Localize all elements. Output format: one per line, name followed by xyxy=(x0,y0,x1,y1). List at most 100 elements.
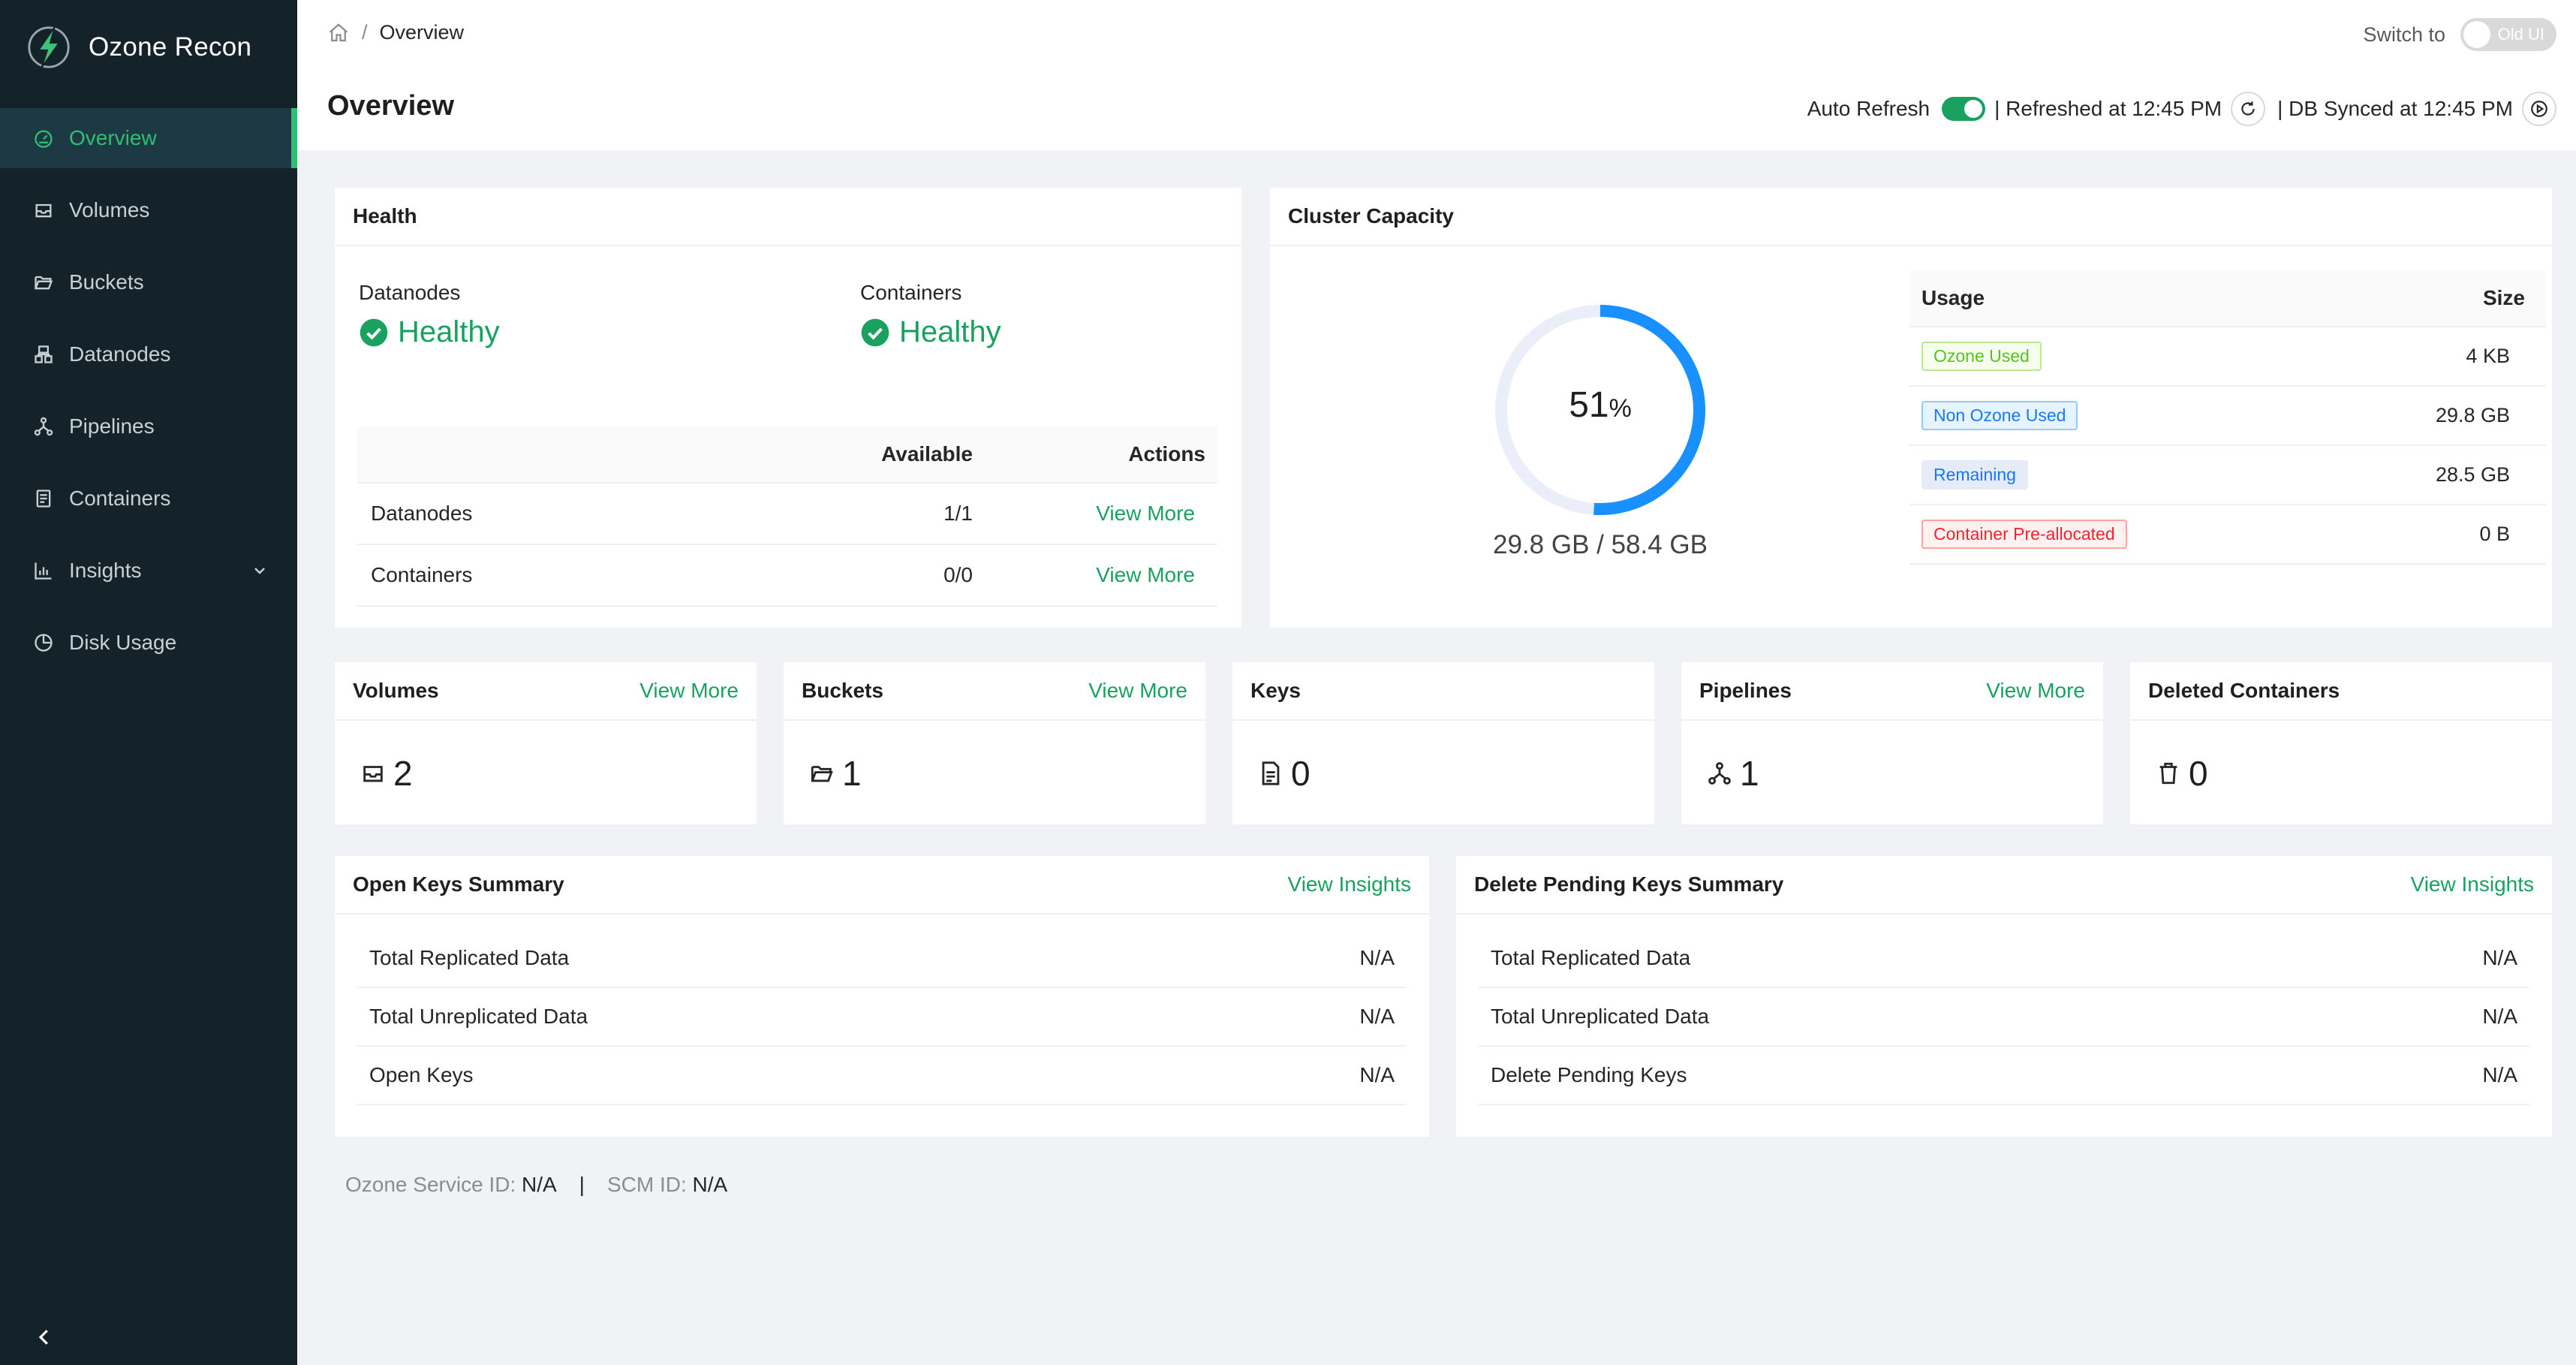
stat-value: 0 xyxy=(1291,754,1311,793)
file-text-icon xyxy=(1262,761,1280,785)
health-card: Health Datanodes Healthy Containers Heal… xyxy=(335,188,1241,628)
sidebar-item-label: Overview xyxy=(69,126,157,149)
deleted-containers-card: Deleted Containers 0 xyxy=(2130,662,2552,824)
sidebar-item-label: Disk Usage xyxy=(69,631,177,654)
sidebar-item-disk-usage[interactable]: Disk Usage xyxy=(0,613,297,673)
folder-open-icon xyxy=(33,272,54,293)
home-icon[interactable] xyxy=(327,22,350,44)
service-ids: Ozone Service ID: N/A | SCM ID: N/A xyxy=(345,1173,727,1197)
sidebar-item-datanodes[interactable]: Datanodes xyxy=(0,324,297,384)
ids-separator: | xyxy=(579,1173,585,1196)
datanodes-status: Healthy xyxy=(359,315,500,349)
sidebar-item-label: Insights xyxy=(69,559,142,582)
chevron-down-icon[interactable] xyxy=(251,562,269,580)
breadcrumb: / Overview xyxy=(327,21,464,44)
table-row: Datanodes 1/1 View More xyxy=(357,484,1217,545)
container-icon xyxy=(33,488,54,509)
item-value: N/A xyxy=(1359,1063,1395,1086)
delete-icon xyxy=(2159,762,2177,785)
cluster-capacity-card: Cluster Capacity 51% 29.8 GB / 58.4 GB U… xyxy=(1270,188,2552,628)
toggle-knob xyxy=(1964,100,1983,118)
row-name: Containers xyxy=(371,563,473,586)
sidebar-item-label: Pipelines xyxy=(69,414,155,438)
stat-value-row: 2 xyxy=(335,721,757,826)
usage-size: 29.8 GB xyxy=(2435,404,2510,426)
view-more-link[interactable]: View More xyxy=(639,679,739,702)
item-value: N/A xyxy=(2482,946,2517,969)
sidebar-item-label: Containers xyxy=(69,487,171,510)
datanodes-health: Datanodes Healthy xyxy=(359,281,500,349)
item-label: Total Replicated Data xyxy=(369,946,570,969)
row-available: 1/1 xyxy=(943,502,973,525)
item-value: N/A xyxy=(2482,1063,2517,1086)
cluster-icon xyxy=(33,344,54,365)
sidebar-item-containers[interactable]: Containers xyxy=(0,469,297,529)
refresh-controls: Auto Refresh | Refreshed at 12:45 PM | D… xyxy=(1807,92,2556,126)
view-more-link[interactable]: View More xyxy=(1986,679,2085,702)
stat-value-row: 0 xyxy=(2130,721,2552,826)
column-header-usage: Usage xyxy=(1921,286,1985,309)
item-value: N/A xyxy=(1359,946,1395,969)
usage-tag: Ozone Used xyxy=(1921,342,2042,371)
item-label: Total Replicated Data xyxy=(1491,946,1691,969)
table-row: Container Pre-allocated 0 B xyxy=(1909,505,2546,565)
row-name: Datanodes xyxy=(371,502,473,525)
table-header: Available Actions xyxy=(357,426,1217,484)
auto-refresh-toggle[interactable] xyxy=(1942,97,1986,121)
play-circle-icon xyxy=(2531,101,2547,117)
old-ui-label: Old UI xyxy=(2497,25,2544,44)
view-insights-link[interactable]: View Insights xyxy=(2410,872,2534,896)
card-header: Buckets View More xyxy=(784,662,1205,721)
buckets-card: Buckets View More 1 xyxy=(784,662,1205,824)
page-title: Overview xyxy=(327,90,454,122)
sidebar-item-pipelines[interactable]: Pipelines xyxy=(0,396,297,457)
card-title: Open Keys Summary xyxy=(353,872,564,896)
card-title: Cluster Capacity xyxy=(1288,204,1454,228)
usage-size: 0 B xyxy=(2479,523,2510,545)
brand[interactable]: Ozone Recon xyxy=(26,23,251,72)
list-item: Total Unreplicated Data N/A xyxy=(1479,988,2529,1047)
bar-chart-icon xyxy=(33,560,54,581)
list-item: Delete Pending Keys N/A xyxy=(1479,1047,2529,1105)
usage-table: Usage Size Ozone Used 4 KB Non Ozone Use… xyxy=(1909,270,2546,565)
sidebar-item-insights[interactable]: Insights xyxy=(0,541,297,601)
table-row: Containers 0/0 View More xyxy=(357,545,1217,607)
view-more-link[interactable]: View More xyxy=(1088,679,1187,702)
health-table: Available Actions Datanodes 1/1 View Mor… xyxy=(357,426,1217,607)
column-header-size: Size xyxy=(2482,286,2525,309)
view-insights-link[interactable]: View Insights xyxy=(1287,872,1411,896)
pipelines-card: Pipelines View More 1 xyxy=(1681,662,2103,824)
check-circle-icon xyxy=(360,318,388,346)
status-text: Healthy xyxy=(398,315,500,348)
capacity-total: 29.8 GB / 58.4 GB xyxy=(1493,530,1708,559)
view-more-link[interactable]: View More xyxy=(1096,502,1195,525)
toggle-knob xyxy=(2463,21,2490,48)
item-label: Total Unreplicated Data xyxy=(369,1005,588,1028)
inbox-icon xyxy=(363,766,383,782)
sidebar-item-volumes[interactable]: Volumes xyxy=(0,180,297,240)
table-row: Ozone Used 4 KB xyxy=(1909,327,2546,387)
sidebar-item-overview[interactable]: Overview xyxy=(0,108,297,168)
stat-value: 0 xyxy=(2189,754,2208,793)
lightning-bolt-icon xyxy=(28,26,70,68)
delete-pending-summary-card: Delete Pending Keys Summary View Insight… xyxy=(1456,856,2552,1137)
list-item: Open Keys N/A xyxy=(357,1047,1407,1105)
list-item: Total Replicated Data N/A xyxy=(357,930,1407,988)
sidebar-item-buckets[interactable]: Buckets xyxy=(0,252,297,312)
containers-health: Containers Healthy xyxy=(860,281,1001,349)
refresh-button[interactable] xyxy=(2231,92,2266,126)
table-row: Remaining 28.5 GB xyxy=(1909,446,2546,505)
deployment-unit-icon xyxy=(33,416,54,437)
db-sync-button[interactable] xyxy=(2522,92,2556,126)
stat-value: 1 xyxy=(1740,754,1759,793)
view-more-link[interactable]: View More xyxy=(1096,563,1195,586)
sidebar-item-label: Buckets xyxy=(69,270,144,294)
table-row: Non Ozone Used 29.8 GB xyxy=(1909,387,2546,446)
keys-card: Keys 0 xyxy=(1232,662,1654,824)
old-ui-toggle[interactable]: Old UI xyxy=(2460,18,2556,51)
item-label: Delete Pending Keys xyxy=(1491,1063,1687,1086)
usage-size: 28.5 GB xyxy=(2435,463,2510,486)
check-circle-icon xyxy=(861,318,889,346)
collapse-sidebar-icon[interactable] xyxy=(33,1326,56,1348)
list-item: Total Unreplicated Data N/A xyxy=(357,988,1407,1047)
